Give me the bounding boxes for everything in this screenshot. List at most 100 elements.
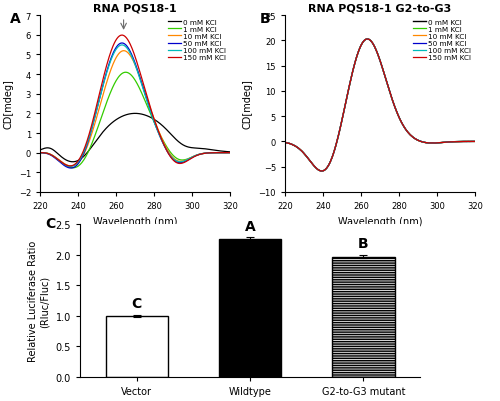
150 mM KCl bbox=[150, 116, 156, 121]
10 mM KCl bbox=[319, 169, 325, 174]
50 mM KCl bbox=[150, 119, 156, 124]
100 mM KCl bbox=[364, 37, 370, 42]
0 mM KCl bbox=[282, 141, 288, 146]
150 mM KCl bbox=[396, 116, 402, 121]
Legend: 0 mM KCl, 1 mM KCl, 10 mM KCl, 50 mM KCl, 100 mM KCl, 150 mM KCl: 0 mM KCl, 1 mM KCl, 10 mM KCl, 50 mM KCl… bbox=[413, 20, 472, 61]
150 mM KCl bbox=[472, 140, 478, 144]
1 mM KCl bbox=[150, 119, 156, 124]
100 mM KCl bbox=[400, 123, 406, 128]
50 mM KCl bbox=[364, 37, 370, 42]
Title: RNA PQS18-1: RNA PQS18-1 bbox=[93, 4, 177, 14]
Bar bbox=[106, 316, 168, 377]
1 mM KCl bbox=[227, 151, 233, 156]
10 mM KCl bbox=[444, 140, 450, 145]
1 mM KCl bbox=[364, 38, 370, 43]
100 mM KCl bbox=[227, 151, 233, 156]
50 mM KCl bbox=[472, 140, 478, 144]
1 mM KCl bbox=[210, 151, 216, 156]
0 mM KCl bbox=[154, 120, 160, 125]
1 mM KCl bbox=[198, 152, 204, 157]
150 mM KCl bbox=[67, 164, 73, 169]
Line: 0 mM KCl: 0 mM KCl bbox=[285, 40, 475, 172]
10 mM KCl bbox=[282, 141, 288, 146]
150 mM KCl bbox=[152, 118, 158, 123]
100 mM KCl bbox=[68, 164, 73, 169]
10 mM KCl bbox=[396, 115, 402, 120]
50 mM KCl bbox=[444, 140, 450, 145]
0 mM KCl bbox=[70, 160, 76, 165]
Y-axis label: CD[mdeg]: CD[mdeg] bbox=[243, 79, 253, 129]
50 mM KCl bbox=[152, 120, 158, 125]
Bar bbox=[332, 257, 394, 377]
10 mM KCl bbox=[198, 152, 204, 157]
1 mM KCl bbox=[154, 128, 160, 133]
100 mM KCl bbox=[150, 119, 156, 124]
150 mM KCl bbox=[456, 140, 462, 145]
100 mM KCl bbox=[456, 140, 462, 145]
X-axis label: Wavelength (nm): Wavelength (nm) bbox=[338, 216, 422, 226]
50 mM KCl bbox=[282, 141, 288, 146]
10 mM KCl bbox=[68, 164, 74, 169]
0 mM KCl bbox=[396, 115, 402, 119]
1 mM KCl bbox=[282, 141, 288, 146]
Text: C: C bbox=[132, 296, 142, 310]
Line: 50 mM KCl: 50 mM KCl bbox=[285, 40, 475, 172]
10 mM KCl bbox=[282, 141, 288, 146]
150 mM KCl bbox=[400, 123, 406, 128]
0 mM KCl bbox=[38, 148, 44, 153]
50 mM KCl bbox=[198, 152, 204, 157]
0 mM KCl bbox=[364, 37, 370, 42]
10 mM KCl bbox=[38, 151, 44, 156]
150 mM KCl bbox=[318, 169, 324, 174]
0 mM KCl bbox=[132, 111, 138, 116]
150 mM KCl bbox=[282, 141, 288, 146]
Text: B: B bbox=[260, 12, 270, 26]
10 mM KCl bbox=[396, 116, 402, 121]
150 mM KCl bbox=[38, 151, 44, 156]
100 mM KCl bbox=[198, 152, 204, 157]
150 mM KCl bbox=[282, 141, 288, 146]
100 mM KCl bbox=[444, 140, 450, 145]
100 mM KCl bbox=[37, 151, 43, 156]
50 mM KCl bbox=[282, 141, 288, 146]
Line: 1 mM KCl: 1 mM KCl bbox=[285, 40, 475, 172]
100 mM KCl bbox=[119, 43, 125, 48]
Legend: 0 mM KCl, 1 mM KCl, 10 mM KCl, 50 mM KCl, 100 mM KCl, 150 mM KCl: 0 mM KCl, 1 mM KCl, 10 mM KCl, 50 mM KCl… bbox=[168, 20, 226, 61]
1 mM KCl bbox=[282, 141, 288, 146]
10 mM KCl bbox=[400, 123, 406, 128]
Line: 100 mM KCl: 100 mM KCl bbox=[40, 46, 230, 167]
150 mM KCl bbox=[227, 151, 233, 156]
50 mM KCl bbox=[37, 151, 43, 156]
0 mM KCl bbox=[282, 141, 288, 146]
0 mM KCl bbox=[472, 140, 478, 144]
10 mM KCl bbox=[152, 118, 158, 123]
Bar bbox=[219, 240, 281, 377]
0 mM KCl bbox=[150, 117, 156, 122]
Title: RNA PQS18-1 G2-to-G3: RNA PQS18-1 G2-to-G3 bbox=[308, 4, 452, 14]
50 mM KCl bbox=[396, 115, 402, 120]
50 mM KCl bbox=[210, 151, 216, 156]
1 mM KCl bbox=[456, 140, 462, 145]
150 mM KCl bbox=[37, 151, 43, 156]
100 mM KCl bbox=[319, 169, 325, 174]
50 mM KCl bbox=[38, 151, 44, 156]
150 mM KCl bbox=[119, 34, 125, 38]
Y-axis label: CD[mdeg]: CD[mdeg] bbox=[3, 79, 13, 129]
50 mM KCl bbox=[68, 166, 74, 171]
50 mM KCl bbox=[456, 140, 462, 145]
Text: A: A bbox=[10, 12, 21, 26]
0 mM KCl bbox=[152, 118, 158, 123]
10 mM KCl bbox=[150, 116, 156, 121]
0 mM KCl bbox=[210, 148, 216, 153]
1 mM KCl bbox=[37, 151, 43, 156]
100 mM KCl bbox=[472, 140, 478, 144]
150 mM KCl bbox=[396, 115, 402, 120]
0 mM KCl bbox=[227, 150, 233, 155]
Line: 1 mM KCl: 1 mM KCl bbox=[40, 73, 230, 168]
0 mM KCl bbox=[37, 148, 43, 153]
10 mM KCl bbox=[154, 126, 160, 131]
150 mM KCl bbox=[210, 151, 216, 156]
1 mM KCl bbox=[472, 140, 478, 144]
0 mM KCl bbox=[396, 116, 402, 121]
10 mM KCl bbox=[364, 37, 370, 42]
